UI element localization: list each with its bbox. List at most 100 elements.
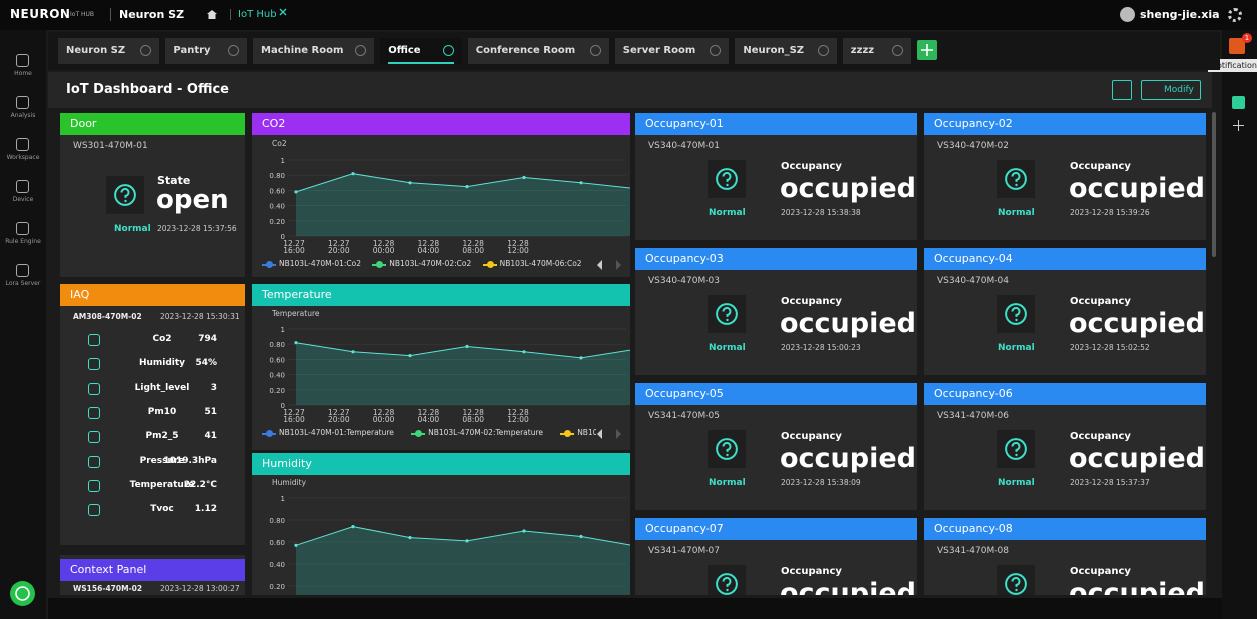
metric-value: 54%: [195, 358, 217, 369]
metric-label: Humidity: [138, 358, 186, 369]
legend-pager[interactable]: [596, 428, 626, 440]
door-panel: Door WS301-470M-01 State open Normal 2023-12-…: [60, 113, 245, 277]
y-tick-label: 1: [281, 495, 285, 503]
occupancy-state: occupied: [780, 578, 917, 595]
legend-label[interactable]: NB103L-470M-02:Temperature: [428, 428, 543, 437]
x-tick-time: 08:00: [462, 415, 484, 424]
device-id: VS340-470M-04: [937, 276, 1009, 286]
y-tick-label: 0.20: [269, 218, 285, 226]
x-tick-time: 16:00: [283, 415, 305, 424]
data-point: [294, 543, 298, 547]
x-tick-date: 12.28: [462, 239, 484, 248]
active-underline: [388, 62, 454, 64]
occupancy-panel: Occupancy-05 VS341-470M-05 Occupancy occupi…: [635, 383, 917, 510]
y-tick-label: 0.80: [269, 517, 285, 525]
panel-header: Door: [60, 113, 245, 135]
user-name[interactable]: sheng-jie.xia: [1140, 8, 1220, 21]
app-tab[interactable]: IoT Hub: [230, 9, 277, 20]
legend-label[interactable]: NB103L-470M-02:Co2: [389, 259, 472, 268]
status: Normal: [709, 478, 746, 488]
app-icon[interactable]: [1232, 96, 1245, 109]
nav-label[interactable]: Analysis: [10, 112, 36, 119]
room-tab[interactable]: Office: [380, 38, 462, 64]
tab-label: Machine Room: [261, 45, 344, 56]
metric-icon: [88, 479, 100, 492]
nav-icon[interactable]: [16, 180, 29, 193]
device-id: VS340-470M-01: [648, 141, 720, 151]
avatar[interactable]: [1120, 7, 1135, 22]
room-tab[interactable]: Neuron_SZ: [735, 38, 837, 64]
nav-label[interactable]: Home: [14, 70, 32, 77]
x-tick-date: 12.28: [418, 408, 440, 417]
x-tick-time: 08:00: [462, 246, 484, 255]
nav-icon[interactable]: [16, 96, 29, 109]
room-tab[interactable]: Server Room: [614, 38, 730, 64]
nav-label[interactable]: Lora Server: [5, 280, 41, 287]
x-tick-date: 12.28: [462, 408, 484, 417]
x-tick-time: 12:00: [507, 415, 529, 424]
y-tick-label: 0.20: [269, 583, 285, 591]
org-switch[interactable]: Neuron SZ: [110, 8, 184, 21]
refresh-button[interactable]: [1112, 80, 1132, 100]
icon-ring: [114, 184, 136, 206]
bottom-bar: [48, 598, 1222, 619]
state-label: State: [157, 174, 191, 187]
nav-icon[interactable]: [16, 264, 29, 277]
panel-header: Occupancy-02: [924, 113, 1206, 135]
icon-dot: [726, 453, 729, 457]
room-tab[interactable]: Conference Room: [467, 38, 609, 64]
occupancy-label: Occupancy: [781, 566, 842, 577]
nav-icon[interactable]: [16, 222, 29, 235]
tab-label: Server Room: [622, 45, 696, 56]
line-chart: Co200.200.400.600.80112.2716:0012.2720:0…: [269, 139, 630, 255]
x-tick-time: 16:00: [283, 246, 305, 255]
data-point: [579, 181, 583, 185]
room-tab[interactable]: zzzz: [842, 38, 912, 64]
add-icon[interactable]: [1233, 120, 1244, 131]
legend-label[interactable]: NB103L-470M-06:Co2: [499, 259, 582, 268]
settings[interactable]: [1228, 8, 1242, 22]
panel-header: IAQ: [60, 284, 245, 306]
pager-arrows: [597, 260, 621, 270]
icon-ring: [1005, 573, 1027, 595]
bell-button[interactable]: [1229, 38, 1245, 54]
nav-label[interactable]: Device: [12, 196, 34, 203]
y-tick-label: 0.60: [269, 187, 285, 195]
tab-label: Office: [388, 45, 421, 56]
room-tab[interactable]: Pantry: [165, 38, 247, 64]
chart-panel: CO2 Co2 0 0.20 0.40 0.60 0.80 1 12.27 16:00 12.27 2…: [252, 113, 630, 277]
status-icon: [997, 160, 1035, 198]
question-icon: [1005, 573, 1027, 595]
chat-button[interactable]: [10, 581, 35, 606]
modify-button[interactable]: Modify: [1141, 80, 1201, 100]
legend-label[interactable]: NB103L-470M-01:Co2: [279, 259, 361, 268]
icon-dot: [1015, 318, 1018, 322]
icon-dot: [726, 588, 729, 592]
y-tick-label: 1: [281, 326, 285, 334]
panel-header: Occupancy-04: [924, 248, 1206, 270]
timestamp: 2023-12-28 15:00:23: [781, 343, 861, 352]
icon-ring: [1005, 168, 1027, 190]
right-sidebar: 1: [1222, 30, 1257, 619]
legend-label[interactable]: NB103L-470M-06:Temperature: [577, 428, 607, 437]
room-tab[interactable]: Neuron SZ: [58, 38, 160, 64]
nav-icon[interactable]: [16, 138, 29, 151]
icon-mark: [722, 171, 732, 182]
room-tab[interactable]: Machine Room: [253, 38, 375, 64]
logo: NEURON: [10, 7, 71, 21]
status: Normal: [998, 208, 1035, 218]
panel-header: Occupancy-08: [924, 518, 1206, 540]
legend-label[interactable]: NB103L-470M-01:Temperature: [279, 428, 394, 437]
nav-icon[interactable]: [16, 54, 29, 67]
legend-pager[interactable]: [596, 259, 626, 271]
tab-close[interactable]: [279, 8, 287, 16]
data-point: [408, 181, 412, 185]
nav-label[interactable]: Workspace: [6, 154, 40, 161]
status-icon: [106, 176, 144, 214]
legend-dot: [564, 430, 572, 437]
chart-label: Co2: [272, 139, 287, 148]
add-tab[interactable]: [917, 40, 938, 60]
metric-value: 51: [204, 406, 217, 417]
nav-label[interactable]: Rule Engine: [5, 238, 41, 245]
home-icon[interactable]: [207, 10, 217, 19]
